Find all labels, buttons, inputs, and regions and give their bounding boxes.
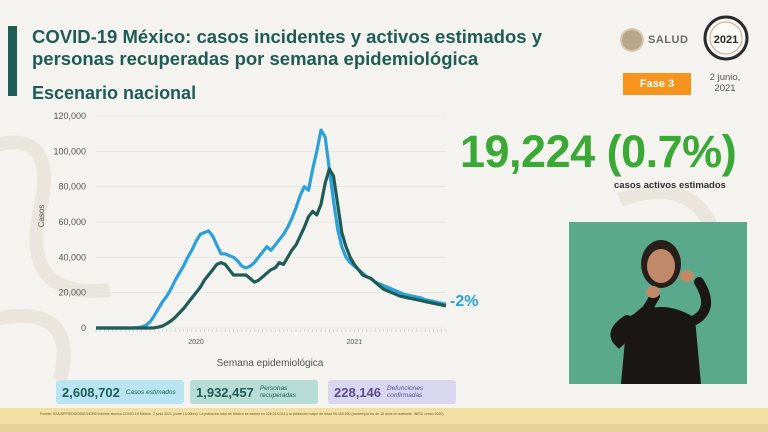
accent-bar — [8, 26, 17, 96]
y-tick-label: 40,000 — [58, 252, 86, 262]
cases-line-chart: 020,00040,00060,00080,000100,000120,000 … — [37, 111, 478, 369]
stat-deaths: 228,146 Defunciones confirmadas — [328, 380, 456, 404]
y-tick-label: 100,000 — [53, 146, 86, 156]
x-tick-label: 2021 — [347, 339, 363, 346]
y-tick-label: 0 — [81, 323, 86, 333]
footer-source: Fuente: SSA/SPPS/DGE/DIE/InDRE/Informe t… — [40, 412, 445, 416]
chart-gridlines — [96, 115, 446, 329]
salud-emblem-icon — [620, 28, 644, 52]
active-cases-figure: 19,224 (0.7%) — [460, 126, 737, 177]
stat-value: 228,146 — [334, 384, 381, 400]
change-annotation: -2% — [450, 293, 478, 310]
y-tick-label: 120,000 — [53, 111, 86, 121]
year-seal-icon: 2021 — [703, 15, 749, 61]
active-cases-caption: casos activos estimados — [614, 180, 726, 191]
stat-label: Defunciones confirmadas — [387, 385, 424, 399]
y-tick-label: 20,000 — [58, 288, 86, 298]
x-axis-label: Semana epidemiológica — [217, 358, 324, 369]
page-title: COVID-19 México: casos incidentes y acti… — [32, 26, 542, 69]
x-tick-label: 2020 — [188, 339, 204, 346]
y-tick-labels: 0 20,000 40,000 60,000 80,000 100,000 120,000 — [53, 111, 86, 333]
page-subtitle: Escenario nacional — [32, 83, 197, 103]
footer-band — [0, 424, 768, 432]
x-tick-labels: 2020 2021 — [188, 339, 362, 346]
report-date: 2 junio, 2021 — [709, 72, 741, 94]
salud-logo: SALUD — [620, 28, 688, 52]
phase-badge: Fase 3 — [623, 73, 691, 95]
series-group — [96, 128, 447, 330]
seal-year: 2021 — [714, 34, 738, 46]
salud-label: SALUD — [648, 34, 689, 46]
stat-recovered: 1,932,457 Personas recuperadas — [190, 380, 318, 404]
series-line-estimated-cases — [96, 128, 447, 330]
y-axis-label: Casos — [37, 205, 46, 228]
stat-label: Casos estimados — [125, 388, 176, 396]
footer-strip — [0, 408, 768, 424]
series-line-active-cases — [96, 167, 447, 330]
y-tick-label: 80,000 — [58, 182, 86, 192]
x-axis-ticks — [95, 329, 447, 332]
stat-value: 2,608,702 — [62, 384, 120, 400]
sign-language-interpreter-video — [569, 222, 747, 384]
stat-label: Personas recuperadas — [259, 385, 296, 399]
stat-estimated-cases: 2,608,702 Casos estimados — [56, 380, 184, 404]
y-tick-label: 60,000 — [58, 217, 86, 227]
stat-value: 1,932,457 — [196, 384, 254, 400]
